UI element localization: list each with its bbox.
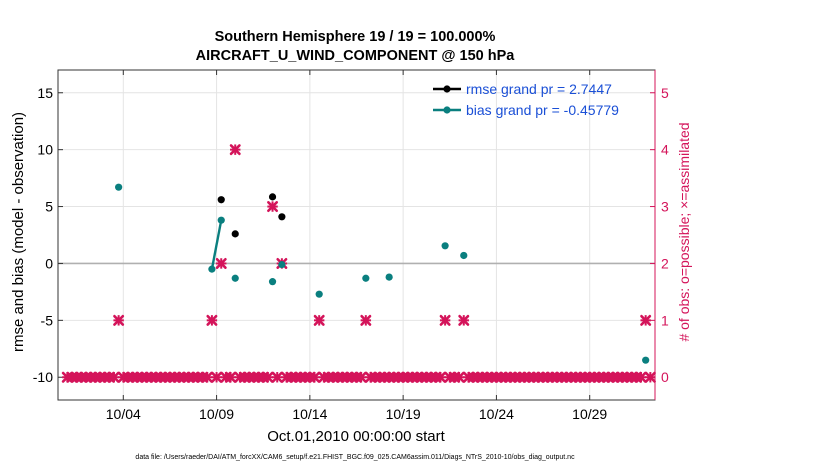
bias-series [115,183,650,364]
bias-point-5 [278,260,286,269]
y-axis-label: rmse and bias (model - observation) [10,112,27,352]
x-tick-label-0: 10/04 [106,406,141,422]
rmse-point-3 [278,213,286,221]
x-tick-label-1: 10/09 [199,406,234,422]
bias-point-0 [115,183,123,191]
legend-marker-bias [443,106,451,114]
obs-count-marker-8 [439,314,451,326]
obs-count-marker-0 [113,314,125,326]
y2-tick-label-3: 3 [661,199,669,215]
legend-marker-rmse [443,85,451,93]
obs-zero-marker-63 [355,371,367,383]
y-tick-label-5: 15 [37,85,53,101]
obs-count-marker-9 [458,314,470,326]
obs-count-marker-1 [206,314,218,326]
footer-data-file: data file: /Users/raeder/DAI/ATM_forcXX/… [135,454,575,461]
obs-count-marker-4 [267,201,279,213]
y2-tick-label-0: 0 [661,369,669,385]
bias-point-6 [315,290,323,298]
y2-tick-label-2: 2 [661,255,669,271]
bias-point-2 [217,216,225,224]
y2-tick-label-1: 1 [661,312,669,328]
x-tick-label-3: 10/19 [386,406,421,422]
obs-zero-marker-35 [225,371,237,383]
y-axis: -10 -5 0 5 10 15 [33,85,63,385]
rmse-point-2 [268,193,277,201]
legend-label-bias: bias grand pr = -0.45779 [466,102,619,118]
obs-zero-marker-125 [644,371,656,383]
obs-zero-marker-123 [635,371,647,383]
x-tick-label-2: 10/14 [292,406,327,422]
bias-line-segment-0 [210,219,223,270]
bias-point-3 [231,274,239,282]
obs-zero-marker-10 [108,371,120,383]
obs-count-marker-6 [313,314,325,326]
rmse-point-0 [217,196,225,204]
obs-count-marker-3 [229,144,241,156]
obs-zero-marker-30 [201,371,213,383]
y2-axis-label: # of obs: o=possible; ×=assimilated [676,122,692,341]
obs-zero-marker-43 [262,371,274,383]
bias-point-1 [208,265,216,273]
legend-label-rmse: rmse grand pr = 2.7447 [466,81,612,97]
obs-count-marker-10 [640,314,652,326]
x-axis-label: Oct.01,2010 00:00:00 start [267,428,445,445]
plot-area [57,69,656,401]
x-tick-label-4: 10/24 [479,406,514,422]
x-axis: 10/04 10/09 10/14 10/19 10/24 10/29 [106,70,607,422]
y-tick-label-1: -5 [41,312,54,328]
bias-point-9 [441,242,449,250]
rmse-point-1 [231,230,239,238]
y-tick-label-2: 0 [45,255,53,271]
obs-zero-marker-80 [434,371,446,383]
y2-tick-label-4: 4 [661,142,669,158]
bias-point-10 [460,251,468,260]
x-tick-label-5: 10/29 [572,406,607,422]
bias-point-8 [385,273,393,281]
obs-count-series [61,144,656,383]
chart-title-line2: AIRCRAFT_U_WIND_COMPONENT @ 150 hPa [196,48,516,64]
obs-zero-marker-45 [271,371,283,383]
y-tick-label-0: -10 [33,369,53,385]
y-tick-label-3: 5 [45,199,53,215]
chart-legend: rmse grand pr = 2.7447 bias grand pr = -0… [433,81,619,118]
gridlines [58,70,655,400]
bias-point-11 [642,356,650,364]
chart-title-line1: Southern Hemisphere 19 / 19 = 100.000% [215,29,496,45]
y2-axis: 0 1 2 3 4 5 [650,70,669,400]
rmse-series [217,193,286,238]
obs-zero-marker-53 [309,371,321,383]
obs-zero-marker-84 [453,371,465,383]
obs-count-marker-7 [360,314,372,326]
bias-point-7 [362,274,370,282]
bias-point-4 [268,278,277,286]
obs-zero-marker-32 [211,371,223,383]
y2-tick-label-5: 5 [661,85,669,101]
obs-count-marker-2 [215,257,227,269]
y-tick-label-4: 10 [37,142,53,158]
